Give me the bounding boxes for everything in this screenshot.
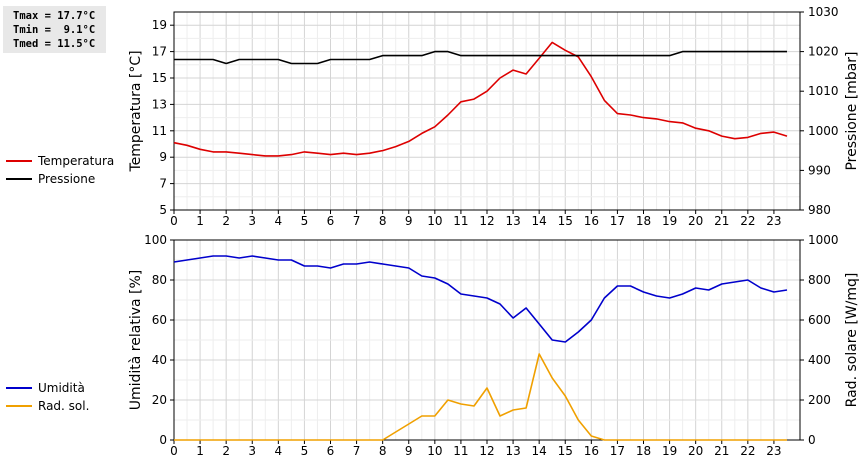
x-tick-label: 22 bbox=[740, 444, 755, 458]
y-tick-label: 100 bbox=[144, 233, 167, 247]
chart-panel-1: 0 1 2 3 4 5 6 7 8 9 10 11 12 13 14 15 16 17 18 19 20 21 22 2357… bbox=[6, 5, 860, 228]
x-tick-label: 13 bbox=[505, 214, 520, 228]
y2-tick-label: 200 bbox=[808, 393, 831, 407]
x-tick-label: 15 bbox=[558, 444, 573, 458]
x-tick-label: 4 bbox=[275, 214, 283, 228]
x-tick-label: 2 bbox=[222, 444, 230, 458]
x-tick-label: 6 bbox=[327, 214, 335, 228]
y-tick-label: 13 bbox=[152, 97, 167, 111]
x-tick-label: 23 bbox=[766, 214, 781, 228]
x-tick-label: 3 bbox=[248, 214, 256, 228]
x-tick-label: 5 bbox=[301, 444, 309, 458]
legend-label: Rad. sol. bbox=[38, 399, 89, 413]
y-tick-label: 60 bbox=[152, 313, 167, 327]
x-tick-label: 19 bbox=[662, 214, 677, 228]
x-tick-label: 5 bbox=[301, 214, 309, 228]
x-tick-label: 11 bbox=[453, 444, 468, 458]
y2-axis-title: Pressione [mbar] bbox=[844, 51, 860, 170]
y2-tick-label: 1030 bbox=[808, 5, 839, 19]
x-tick-label: 1 bbox=[196, 444, 204, 458]
x-tick-label: 17 bbox=[610, 214, 625, 228]
x-tick-label: 10 bbox=[427, 214, 442, 228]
plot-frame bbox=[173, 239, 801, 441]
x-tick-label: 0 bbox=[170, 444, 178, 458]
legend-label: Umidità bbox=[38, 381, 85, 395]
x-tick-label: 8 bbox=[379, 444, 387, 458]
y-tick-label: 5 bbox=[159, 203, 167, 217]
x-tick-label: 20 bbox=[688, 444, 703, 458]
x-tick-label: 16 bbox=[584, 444, 599, 458]
x-tick-label: 14 bbox=[532, 214, 547, 228]
x-tick-label: 7 bbox=[353, 214, 361, 228]
x-tick-label: 17 bbox=[610, 444, 625, 458]
x-tick-label: 3 bbox=[248, 444, 256, 458]
x-tick-label: 1 bbox=[196, 214, 204, 228]
y-axis-title: Umidità relativa [%] bbox=[128, 270, 144, 411]
y2-tick-label: 1000 bbox=[808, 233, 839, 247]
y2-tick-label: 980 bbox=[808, 203, 831, 217]
x-tick-label: 16 bbox=[584, 214, 599, 228]
y-tick-label: 11 bbox=[152, 124, 167, 138]
y-tick-label: 20 bbox=[152, 393, 167, 407]
x-tick-label: 23 bbox=[766, 444, 781, 458]
x-tick-label: 2 bbox=[222, 214, 230, 228]
tmin-text: Tmin = 9.1°C bbox=[13, 24, 96, 36]
legend-label: Pressione bbox=[38, 172, 95, 186]
y2-tick-label: 1000 bbox=[808, 124, 839, 138]
y2-tick-label: 1010 bbox=[808, 84, 839, 98]
tmed-text: Tmed = 11.5°C bbox=[13, 38, 96, 50]
x-tick-label: 9 bbox=[405, 214, 413, 228]
series-line-pressione bbox=[174, 50, 787, 65]
y-tick-label: 80 bbox=[152, 273, 167, 287]
x-tick-label: 18 bbox=[636, 214, 651, 228]
stats-box: Tmax = 17.7°C Tmin = 9.1°C Tmed = 11.5°C bbox=[3, 6, 106, 53]
x-tick-label: 6 bbox=[327, 444, 335, 458]
y-tick-label: 9 bbox=[159, 150, 167, 164]
y2-tick-label: 1020 bbox=[808, 45, 839, 59]
x-tick-label: 10 bbox=[427, 444, 442, 458]
y2-tick-label: 600 bbox=[808, 313, 831, 327]
y-tick-label: 40 bbox=[152, 353, 167, 367]
y2-axis-title: Rad. solare [W/mq] bbox=[844, 273, 860, 408]
y2-tick-label: 0 bbox=[808, 433, 816, 447]
x-tick-label: 9 bbox=[405, 444, 413, 458]
x-tick-label: 21 bbox=[714, 214, 729, 228]
tmax-text: Tmax = 17.7°C bbox=[13, 10, 96, 22]
x-tick-label: 19 bbox=[662, 444, 677, 458]
y-tick-label: 0 bbox=[159, 433, 167, 447]
series-line-temperatura bbox=[173, 41, 788, 157]
legend-label: Temperatura bbox=[37, 154, 114, 168]
y-axis-title: Temperatura [°C] bbox=[128, 50, 144, 172]
y-tick-label: 19 bbox=[152, 18, 167, 32]
x-tick-label: 0 bbox=[170, 214, 178, 228]
series-line-umidit bbox=[173, 255, 788, 343]
y2-tick-label: 990 bbox=[808, 163, 831, 177]
x-tick-label: 4 bbox=[275, 444, 283, 458]
x-tick-label: 13 bbox=[505, 444, 520, 458]
chart-panel-2: 0 1 2 3 4 5 6 7 8 9 10 11 12 13 14 15 16 17 18 19 20 21 22 2302… bbox=[6, 233, 860, 458]
y2-tick-label: 400 bbox=[808, 353, 831, 367]
x-tick-label: 21 bbox=[714, 444, 729, 458]
series-line-rad-sol bbox=[174, 353, 787, 441]
x-tick-label: 7 bbox=[353, 444, 361, 458]
x-tick-label: 18 bbox=[636, 444, 651, 458]
y-tick-label: 17 bbox=[152, 45, 167, 59]
x-tick-label: 12 bbox=[479, 444, 494, 458]
y2-tick-label: 800 bbox=[808, 273, 831, 287]
x-tick-label: 20 bbox=[688, 214, 703, 228]
x-tick-label: 14 bbox=[532, 444, 547, 458]
y-tick-label: 15 bbox=[152, 71, 167, 85]
x-tick-label: 8 bbox=[379, 214, 387, 228]
x-tick-label: 11 bbox=[453, 214, 468, 228]
x-tick-label: 15 bbox=[558, 214, 573, 228]
y-tick-label: 7 bbox=[159, 177, 167, 191]
plot-frame bbox=[173, 11, 801, 211]
x-tick-label: 22 bbox=[740, 214, 755, 228]
x-tick-label: 12 bbox=[479, 214, 494, 228]
